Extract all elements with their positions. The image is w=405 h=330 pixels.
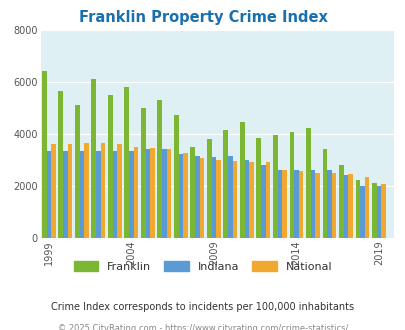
Bar xyxy=(166,149,171,238)
Bar xyxy=(239,122,244,238)
Bar xyxy=(195,156,199,238)
Bar xyxy=(376,186,380,238)
Bar xyxy=(228,156,232,238)
Bar xyxy=(96,150,100,238)
Bar xyxy=(256,138,260,238)
Bar xyxy=(265,162,270,238)
Bar xyxy=(68,144,72,238)
Bar xyxy=(289,132,293,238)
Bar xyxy=(79,150,84,238)
Bar xyxy=(42,71,47,238)
Bar xyxy=(326,170,331,238)
Bar xyxy=(51,144,55,238)
Bar xyxy=(343,175,347,238)
Text: Franklin Property Crime Index: Franklin Property Crime Index xyxy=(79,10,326,25)
Bar xyxy=(331,173,336,238)
Bar xyxy=(232,161,237,238)
Bar xyxy=(223,130,228,238)
Legend: Franklin, Indiana, National: Franklin, Indiana, National xyxy=(69,257,336,277)
Bar xyxy=(84,143,89,238)
Bar xyxy=(216,160,220,238)
Bar xyxy=(91,79,96,238)
Bar xyxy=(207,139,211,238)
Bar xyxy=(63,150,68,238)
Bar xyxy=(272,135,277,238)
Bar xyxy=(277,170,281,238)
Text: © 2025 CityRating.com - https://www.cityrating.com/crime-statistics/: © 2025 CityRating.com - https://www.city… xyxy=(58,324,347,330)
Bar xyxy=(178,154,183,238)
Bar xyxy=(145,149,150,238)
Bar xyxy=(310,170,314,238)
Bar xyxy=(100,143,105,238)
Bar xyxy=(281,170,286,238)
Bar xyxy=(112,150,117,238)
Bar xyxy=(199,158,204,238)
Bar xyxy=(150,148,154,238)
Bar xyxy=(108,95,112,238)
Bar xyxy=(117,144,121,238)
Bar xyxy=(359,185,364,238)
Bar xyxy=(244,160,249,238)
Bar xyxy=(211,157,216,238)
Bar xyxy=(260,165,265,238)
Bar xyxy=(190,147,195,238)
Bar xyxy=(133,147,138,238)
Bar xyxy=(183,153,188,238)
Bar xyxy=(355,181,359,238)
Bar xyxy=(124,87,129,238)
Bar xyxy=(314,173,319,238)
Bar xyxy=(75,105,79,238)
Bar xyxy=(58,91,63,238)
Bar xyxy=(293,170,298,238)
Bar xyxy=(347,174,352,238)
Bar xyxy=(298,171,303,238)
Bar xyxy=(129,150,133,238)
Bar xyxy=(305,128,310,238)
Bar xyxy=(364,177,369,238)
Bar xyxy=(322,149,326,238)
Bar xyxy=(371,183,376,238)
Bar xyxy=(338,165,343,238)
Bar xyxy=(47,150,51,238)
Bar xyxy=(157,100,162,238)
Bar xyxy=(173,115,178,238)
Bar xyxy=(162,149,166,238)
Text: Crime Index corresponds to incidents per 100,000 inhabitants: Crime Index corresponds to incidents per… xyxy=(51,302,354,312)
Bar xyxy=(249,162,253,238)
Bar xyxy=(380,184,385,238)
Bar xyxy=(141,108,145,238)
